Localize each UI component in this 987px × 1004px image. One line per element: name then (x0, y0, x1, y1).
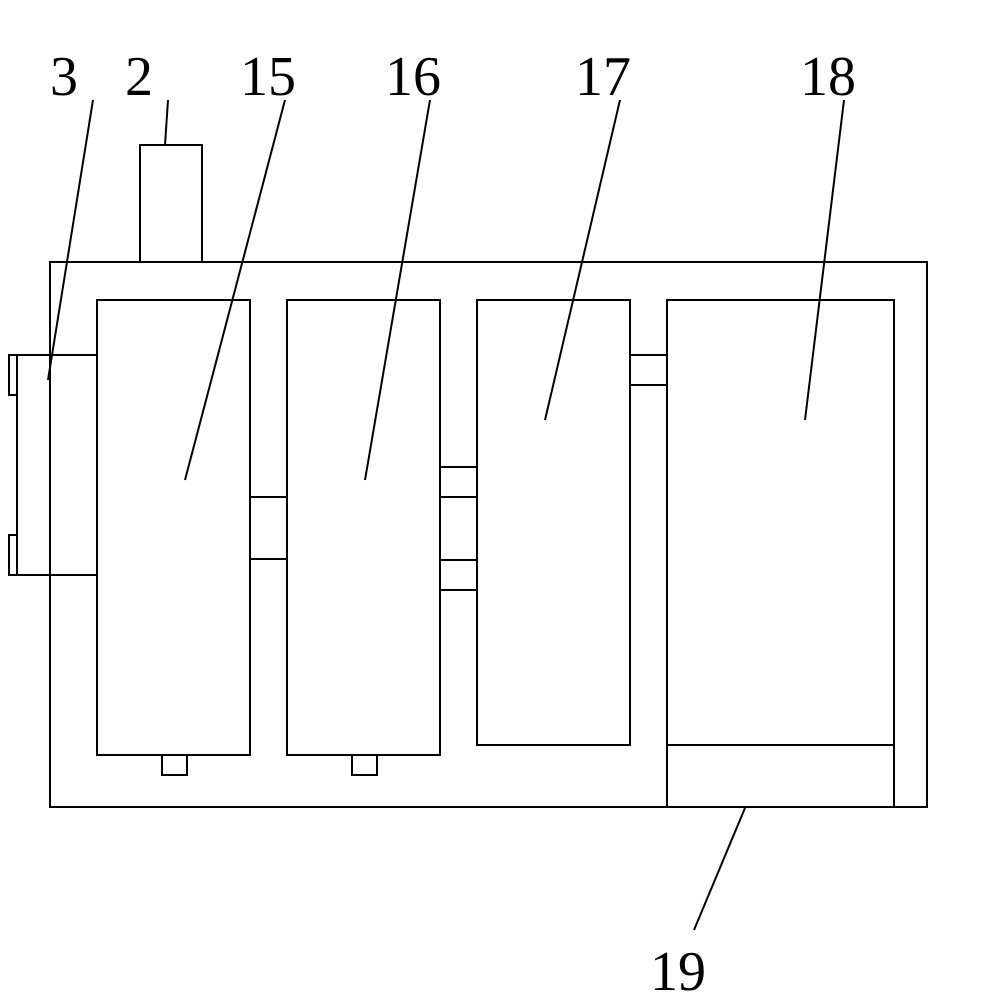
technical-diagram (0, 0, 987, 1000)
shape-connector_16_17_top (440, 467, 477, 497)
label-15: 15 (240, 45, 296, 109)
shape-notch_16_bottom (352, 755, 377, 775)
shape-inlet_to_15 (50, 355, 97, 575)
label-3: 3 (50, 45, 78, 109)
leader-line-6 (694, 808, 745, 930)
shape-left_flange_top (9, 355, 17, 395)
leader-line-0 (48, 100, 93, 380)
label-19: 19 (650, 940, 706, 1004)
shape-chamber_15 (97, 300, 250, 755)
shape-connector_17_18 (630, 355, 667, 385)
shape-left_protrusion (17, 355, 50, 575)
shape-left_flange_bot (9, 535, 17, 575)
label-17: 17 (575, 45, 631, 109)
shape-notch_15_bottom (162, 755, 187, 775)
shape-chamber_18 (667, 300, 894, 745)
shape-chamber_16 (287, 300, 440, 755)
label-16: 16 (385, 45, 441, 109)
shape-tray_19 (667, 745, 894, 807)
shape-chimney (140, 145, 202, 262)
label-18: 18 (800, 45, 856, 109)
label-2: 2 (125, 45, 153, 109)
shape-connector_15_16 (250, 497, 287, 559)
shape-chamber_17 (477, 300, 630, 745)
shape-connector_16_17_bot (440, 560, 477, 590)
leader-line-1 (165, 100, 168, 145)
